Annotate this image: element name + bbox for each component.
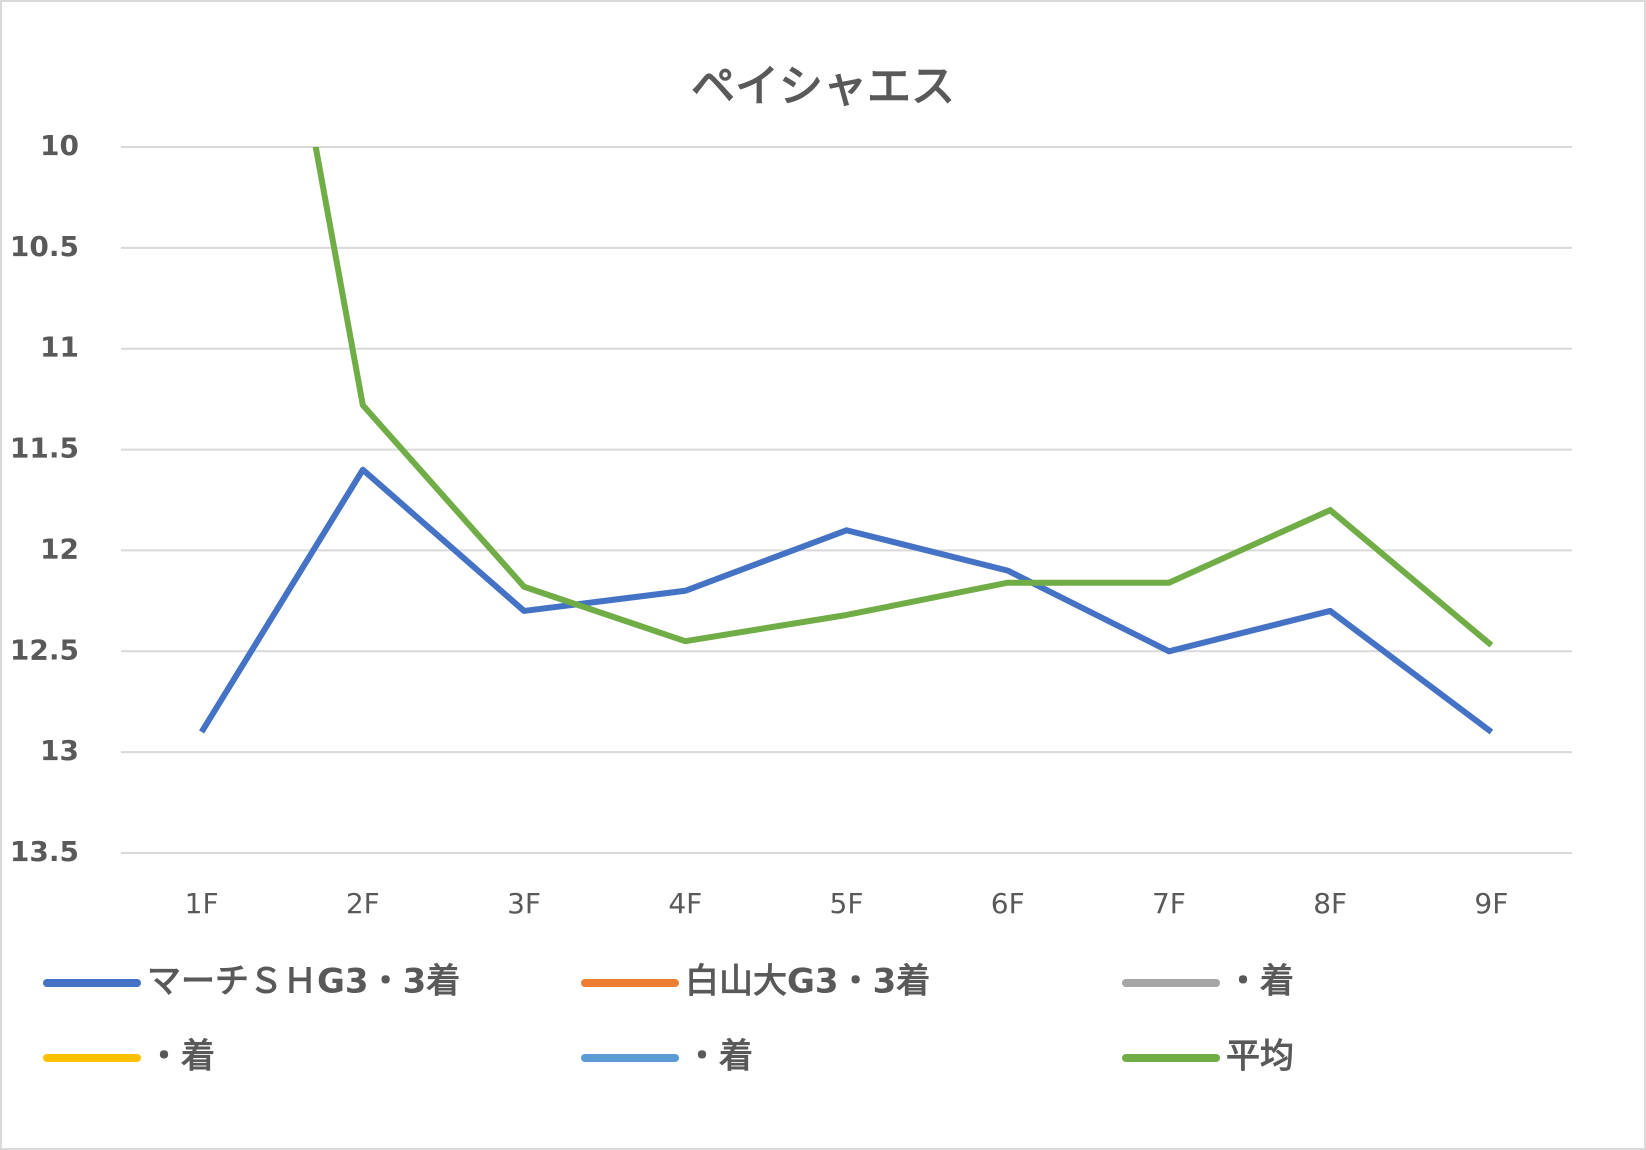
series-line [312, 147, 1494, 648]
legend-label: 平均 [1226, 1037, 1294, 1077]
x-tick-label: 5F [830, 887, 864, 920]
x-tick-label: 4F [668, 887, 702, 920]
legend-label: ・着 [685, 1037, 753, 1077]
legend-label: ・着 [1226, 962, 1294, 1002]
y-tick-label: 12.5 [10, 633, 79, 666]
y-tick-label: 13.5 [10, 835, 79, 868]
y-tick-label: 11 [40, 331, 79, 364]
legend-label: ・着 [147, 1037, 215, 1077]
x-tick-label: 3F [507, 887, 541, 920]
legend-label: 白山大G3・3着 [685, 962, 930, 1002]
legend-label: マーチＳＨG3・3着 [147, 962, 460, 1002]
x-tick-label: 7F [1152, 887, 1186, 920]
y-tick-label: 10 [40, 129, 79, 162]
y-tick-label: 13 [40, 734, 79, 767]
y-tick-label: 12 [40, 532, 79, 565]
x-tick-label: 9F [1474, 887, 1508, 920]
x-tick-label: 1F [185, 887, 219, 920]
y-tick-label: 10.5 [10, 230, 79, 263]
chart-title: ペイシャエス [691, 61, 955, 112]
series-line [199, 466, 1494, 735]
x-tick-label: 6F [991, 887, 1025, 920]
x-tick-label: 2F [346, 887, 380, 920]
y-tick-label: 11.5 [10, 432, 79, 465]
x-tick-label: 8F [1313, 887, 1347, 920]
